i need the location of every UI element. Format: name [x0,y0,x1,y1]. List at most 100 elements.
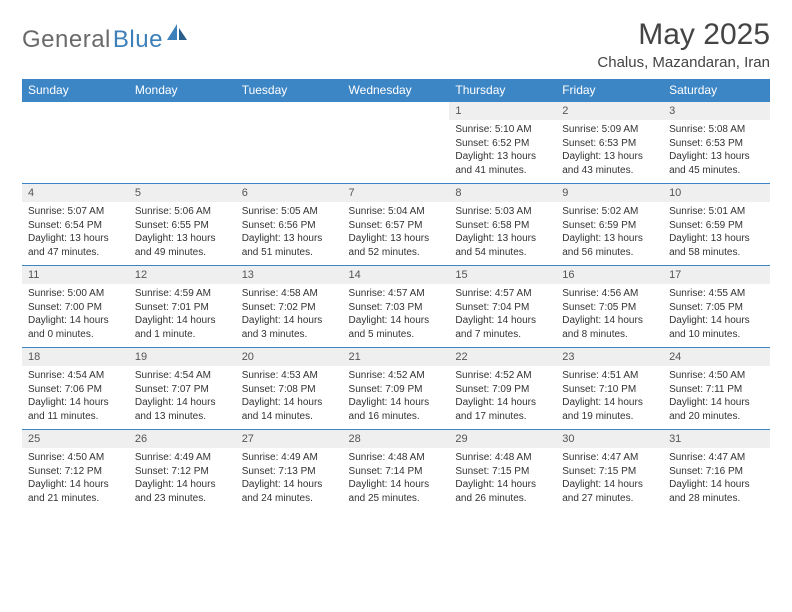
sunset-line: Sunset: 7:12 PM [28,465,123,479]
sunset-line: Sunset: 6:56 PM [242,219,337,233]
day-detail-cell: Sunrise: 4:48 AMSunset: 7:15 PMDaylight:… [449,448,556,511]
sunset-line: Sunset: 7:06 PM [28,383,123,397]
day-detail-cell [129,120,236,184]
day-number-cell: 17 [663,266,770,285]
sunset-line: Sunset: 6:52 PM [455,137,550,151]
sunrise-line: Sunrise: 4:54 AM [135,369,230,383]
daylight-line: Daylight: 13 hours and 45 minutes. [669,150,764,177]
sunset-line: Sunset: 7:05 PM [562,301,657,315]
daylight-line: Daylight: 14 hours and 5 minutes. [349,314,444,341]
logo-sail-icon [167,24,189,47]
day-detail-cell: Sunrise: 4:52 AMSunset: 7:09 PMDaylight:… [343,366,450,430]
day-detail-cell: Sunrise: 4:56 AMSunset: 7:05 PMDaylight:… [556,284,663,348]
day-number-cell: 4 [22,184,129,203]
day-number-cell: 23 [556,348,663,367]
day-detail-cell: Sunrise: 4:47 AMSunset: 7:16 PMDaylight:… [663,448,770,511]
sunset-line: Sunset: 7:15 PM [455,465,550,479]
day-detail-cell: Sunrise: 4:47 AMSunset: 7:15 PMDaylight:… [556,448,663,511]
sunset-line: Sunset: 6:58 PM [455,219,550,233]
day-number-cell: 11 [22,266,129,285]
sunrise-line: Sunrise: 4:54 AM [28,369,123,383]
day-number-cell: 21 [343,348,450,367]
daylight-line: Daylight: 14 hours and 25 minutes. [349,478,444,505]
daylight-line: Daylight: 14 hours and 28 minutes. [669,478,764,505]
day-number-cell: 2 [556,102,663,121]
day-detail-cell: Sunrise: 4:55 AMSunset: 7:05 PMDaylight:… [663,284,770,348]
day-number-cell: 19 [129,348,236,367]
day-number-cell [236,102,343,121]
daylight-line: Daylight: 14 hours and 13 minutes. [135,396,230,423]
day-number-cell: 3 [663,102,770,121]
logo-text-blue: Blue [113,26,163,54]
sunrise-line: Sunrise: 5:02 AM [562,205,657,219]
daylight-line: Daylight: 14 hours and 24 minutes. [242,478,337,505]
sunset-line: Sunset: 7:11 PM [669,383,764,397]
day-number-row: 11121314151617 [22,266,770,285]
daylight-line: Daylight: 14 hours and 8 minutes. [562,314,657,341]
weekday-row: Sunday Monday Tuesday Wednesday Thursday… [22,79,770,102]
day-detail-row: Sunrise: 5:00 AMSunset: 7:00 PM Daylight:… [22,284,770,348]
daylight-line: Daylight: 14 hours and 3 minutes. [242,314,337,341]
sunrise-line: Sunrise: 4:52 AM [349,369,444,383]
day-number-cell: 10 [663,184,770,203]
sunset-line: Sunset: 7:01 PM [135,301,230,315]
sunrise-line: Sunrise: 5:01 AM [669,205,764,219]
weekday-header: Saturday [663,79,770,102]
sunset-line: Sunset: 7:09 PM [455,383,550,397]
day-detail-cell: Sunrise: 4:54 AMSunset: 7:07 PMDaylight:… [129,366,236,430]
day-number-row: 25262728293031 [22,430,770,449]
daylight-line: Daylight: 13 hours and 43 minutes. [562,150,657,177]
sunrise-line: Sunrise: 5:05 AM [242,205,337,219]
daylight-line: Daylight: 13 hours and 41 minutes. [455,150,550,177]
sunrise-line: Sunrise: 5:10 AM [455,123,550,137]
weekday-header: Thursday [449,79,556,102]
daylight-line: Daylight: 14 hours and 20 minutes. [669,396,764,423]
daylight-line: Daylight: 13 hours and 58 minutes. [669,232,764,259]
day-number-cell: 27 [236,430,343,449]
sunrise-line: Sunrise: 5:09 AM [562,123,657,137]
daylight-line: Daylight: 13 hours and 54 minutes. [455,232,550,259]
day-number-cell: 24 [663,348,770,367]
day-detail-cell: Sunrise: 4:52 AMSunset: 7:09 PMDaylight:… [449,366,556,430]
daylight-line: Daylight: 13 hours and 47 minutes. [28,232,123,259]
day-number-cell: 16 [556,266,663,285]
sunset-line: Sunset: 7:09 PM [349,383,444,397]
day-detail-cell: Sunrise: 4:57 AMSunset: 7:03 PMDaylight:… [343,284,450,348]
day-number-cell [22,102,129,121]
sunset-line: Sunset: 7:16 PM [669,465,764,479]
daylight-line: Daylight: 13 hours and 51 minutes. [242,232,337,259]
sunrise-line: Sunrise: 4:50 AM [669,369,764,383]
day-detail-cell: Sunrise: 5:02 AMSunset: 6:59 PMDaylight:… [556,202,663,266]
sunrise-line: Sunrise: 4:55 AM [669,287,764,301]
day-detail-cell: Sunrise: 5:09 AMSunset: 6:53 PMDaylight:… [556,120,663,184]
sunset-line: Sunset: 7:14 PM [349,465,444,479]
daylight-line: Daylight: 14 hours and 23 minutes. [135,478,230,505]
day-detail-cell: Sunrise: 5:03 AMSunset: 6:58 PMDaylight:… [449,202,556,266]
day-detail-row: Sunrise: 5:10 AMSunset: 6:52 PMDaylight:… [22,120,770,184]
daylight-line: Daylight: 14 hours and 1 minute. [135,314,230,341]
calendar-page: GeneralBlue May 2025 Chalus, Mazandaran,… [0,0,792,529]
sunset-line: Sunset: 7:12 PM [135,465,230,479]
daylight-line: Daylight: 13 hours and 56 minutes. [562,232,657,259]
day-number-cell: 14 [343,266,450,285]
sunset-line: Sunset: 6:53 PM [562,137,657,151]
sunrise-line: Sunrise: 4:50 AM [28,451,123,465]
day-number-cell: 13 [236,266,343,285]
sunrise-line: Sunrise: 4:53 AM [242,369,337,383]
weekday-header: Friday [556,79,663,102]
sunrise-line: Sunrise: 5:03 AM [455,205,550,219]
day-detail-cell: Sunrise: 5:01 AMSunset: 6:59 PMDaylight:… [663,202,770,266]
sunset-line: Sunset: 7:07 PM [135,383,230,397]
daylight-line: Daylight: 14 hours and 7 minutes. [455,314,550,341]
day-detail-cell: Sunrise: 5:05 AMSunset: 6:56 PMDaylight:… [236,202,343,266]
sunset-line: Sunset: 7:00 PM [28,301,123,315]
day-detail-cell: Sunrise: 5:00 AMSunset: 7:00 PMDaylight:… [22,284,129,348]
sunset-line: Sunset: 7:08 PM [242,383,337,397]
sunrise-line: Sunrise: 5:00 AM [28,287,123,301]
day-detail-cell: Sunrise: 5:07 AMSunset: 6:54 PMDaylight:… [22,202,129,266]
day-number-cell: 9 [556,184,663,203]
sunrise-line: Sunrise: 4:59 AM [135,287,230,301]
day-detail-cell: Sunrise: 5:04 AMSunset: 6:57 PMDaylight:… [343,202,450,266]
day-number-cell: 5 [129,184,236,203]
month-title: May 2025 [597,18,770,52]
